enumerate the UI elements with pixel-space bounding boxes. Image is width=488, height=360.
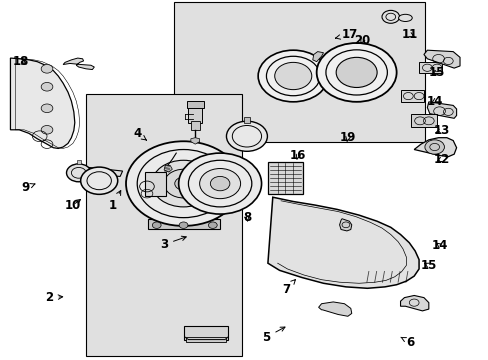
Polygon shape	[339, 219, 351, 231]
Circle shape	[199, 168, 240, 199]
Text: 7: 7	[281, 280, 295, 296]
Circle shape	[41, 64, 53, 73]
Circle shape	[424, 140, 444, 154]
Text: 16: 16	[289, 149, 305, 162]
Polygon shape	[427, 102, 456, 118]
Circle shape	[41, 126, 53, 134]
Text: 10: 10	[64, 199, 81, 212]
Bar	[151, 196, 216, 223]
Polygon shape	[190, 138, 199, 144]
Text: 6: 6	[400, 336, 413, 348]
Text: 5: 5	[262, 327, 285, 343]
Circle shape	[163, 169, 203, 198]
Ellipse shape	[398, 14, 411, 22]
Bar	[148, 219, 220, 229]
Circle shape	[66, 164, 91, 182]
Bar	[186, 101, 203, 108]
Polygon shape	[318, 302, 351, 316]
Circle shape	[41, 104, 53, 113]
Polygon shape	[423, 50, 459, 68]
Text: 15: 15	[420, 259, 436, 272]
Circle shape	[152, 160, 215, 207]
Text: 11: 11	[401, 28, 418, 41]
Text: 3: 3	[160, 236, 186, 251]
Bar	[185, 337, 225, 342]
Polygon shape	[312, 51, 323, 62]
Text: 4: 4	[133, 127, 146, 140]
Circle shape	[226, 121, 267, 151]
Polygon shape	[10, 58, 75, 148]
Circle shape	[210, 176, 229, 191]
Text: 19: 19	[339, 131, 355, 144]
Text: 14: 14	[426, 95, 442, 108]
Polygon shape	[173, 3, 424, 142]
Circle shape	[81, 167, 118, 194]
Bar	[410, 114, 436, 127]
Text: 14: 14	[430, 239, 447, 252]
Bar	[244, 117, 250, 123]
Text: 20: 20	[354, 33, 370, 47]
Circle shape	[381, 10, 399, 23]
Circle shape	[258, 50, 328, 102]
Circle shape	[316, 43, 396, 102]
Bar	[418, 62, 442, 73]
Text: 17: 17	[335, 28, 357, 41]
Polygon shape	[163, 165, 172, 172]
Text: 9: 9	[21, 181, 35, 194]
Circle shape	[41, 82, 53, 91]
Text: 12: 12	[433, 153, 449, 166]
Circle shape	[178, 153, 261, 214]
Bar	[77, 160, 81, 164]
Bar	[190, 121, 199, 130]
Text: 2: 2	[45, 291, 62, 304]
Bar	[154, 164, 212, 198]
Circle shape	[174, 177, 192, 190]
Text: 18: 18	[13, 55, 29, 68]
Circle shape	[126, 141, 241, 226]
Bar	[188, 107, 202, 123]
Polygon shape	[86, 94, 242, 356]
Circle shape	[179, 222, 187, 228]
Text: 8: 8	[243, 211, 250, 224]
Circle shape	[208, 222, 217, 228]
Text: 13: 13	[433, 124, 449, 137]
Text: 1: 1	[108, 190, 121, 212]
Text: 15: 15	[428, 66, 445, 79]
Polygon shape	[267, 197, 418, 288]
Circle shape	[335, 57, 376, 87]
Polygon shape	[400, 296, 428, 311]
Polygon shape	[73, 165, 122, 176]
Polygon shape	[413, 138, 456, 157]
Bar	[400, 90, 423, 102]
Circle shape	[274, 62, 311, 90]
Bar	[144, 172, 166, 196]
Circle shape	[152, 222, 161, 228]
Polygon shape	[63, 58, 94, 69]
Bar	[267, 162, 303, 194]
Bar	[183, 326, 228, 339]
